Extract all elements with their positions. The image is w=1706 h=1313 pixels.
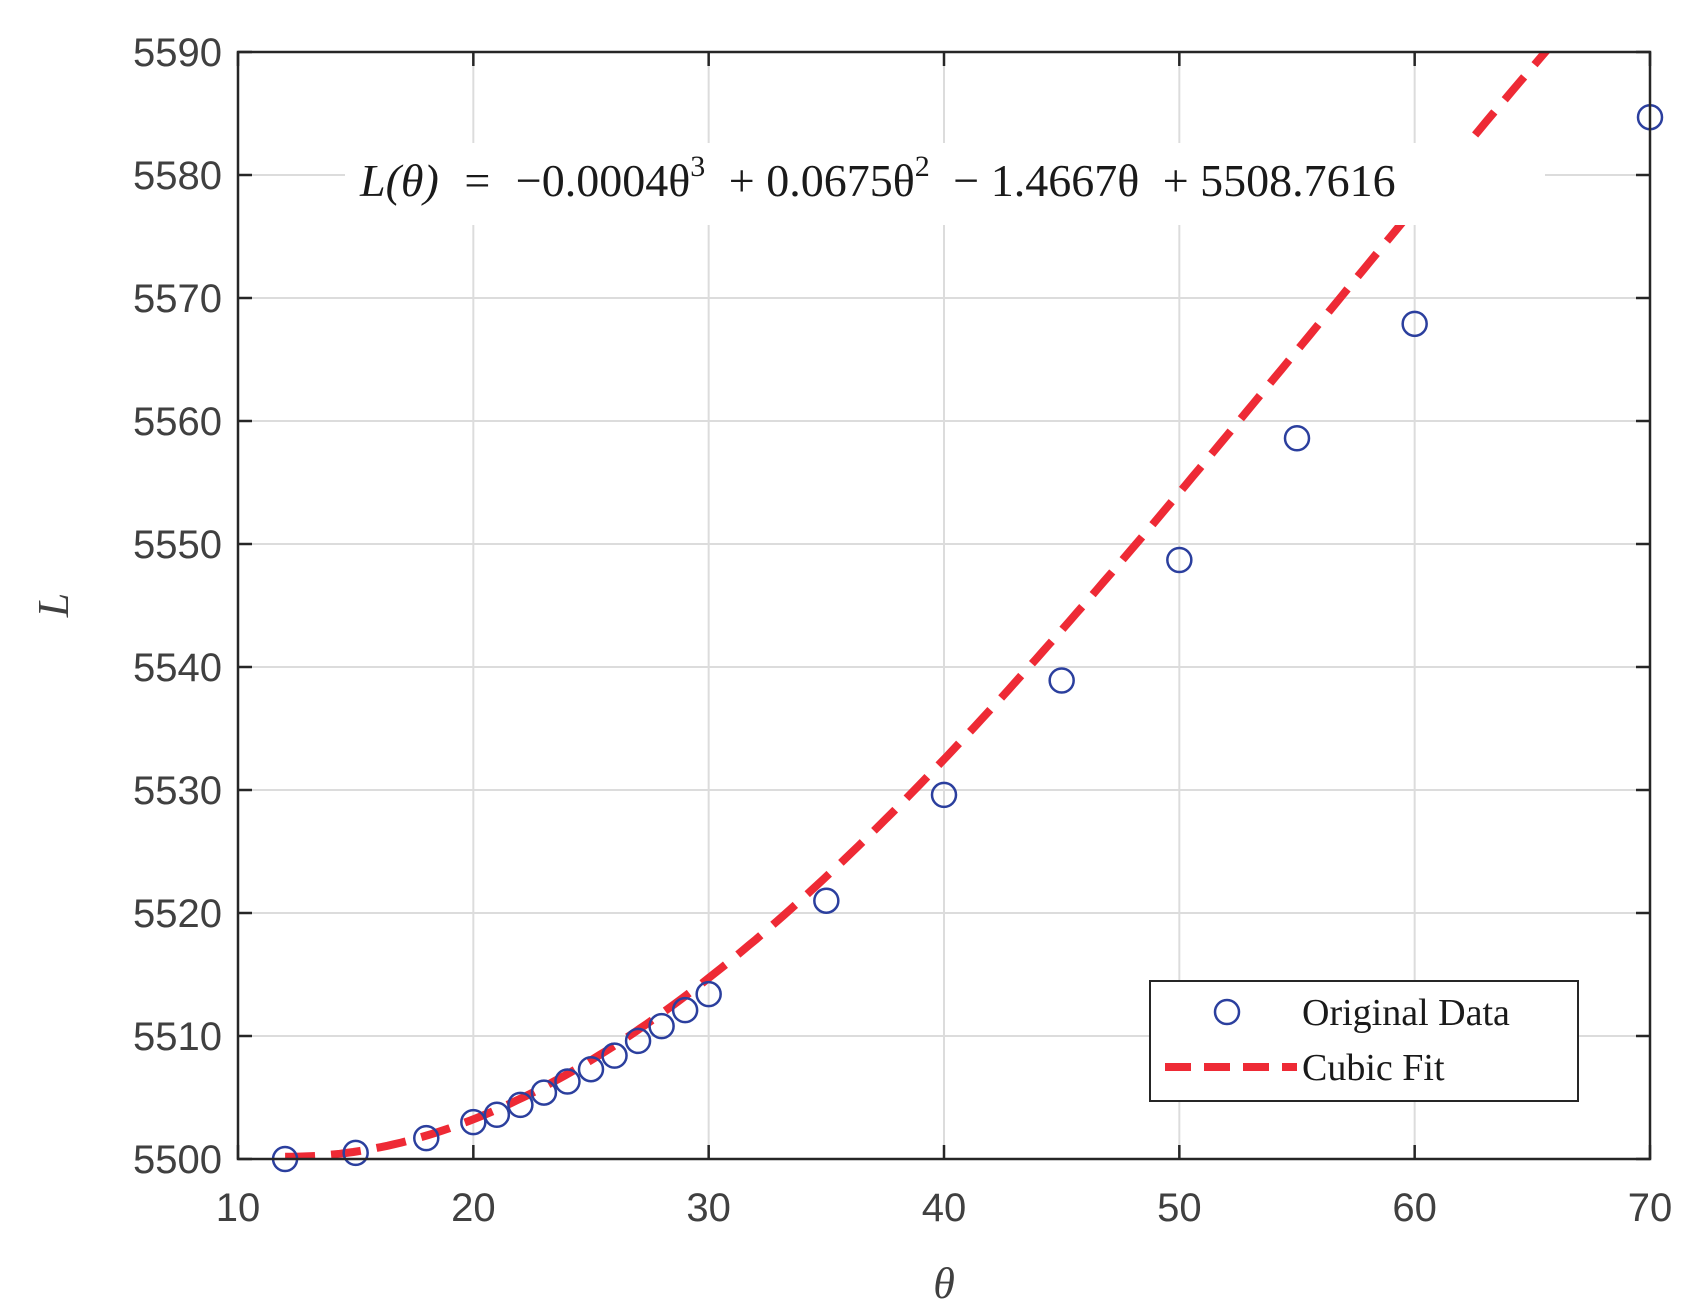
equation-equals: = <box>464 155 490 206</box>
equation-term-1-exponent: 3 <box>690 150 705 183</box>
y-tick-label: 5540 <box>133 646 222 690</box>
equation-term-4: + 5508.7616 <box>1163 155 1396 206</box>
equation-term-3: − 1.4667θ <box>953 155 1139 206</box>
data-point <box>342 1139 369 1167</box>
data-point <box>460 1108 487 1136</box>
y-tick-labels: 5500 5510 5520 5530 5540 5550 5560 5570 5580 5590 <box>133 31 222 1182</box>
x-tick-label: 40 <box>922 1186 967 1230</box>
legend-label-cubic-fit: Cubic Fit <box>1302 1047 1445 1089</box>
data-point <box>530 1079 558 1106</box>
y-tick-label: 5560 <box>133 400 222 444</box>
equation-lhs: L(θ) <box>359 155 439 206</box>
legend-marker-original-data <box>1213 998 1241 1026</box>
y-tick-label: 5510 <box>133 1015 222 1059</box>
y-tick-label: 5530 <box>133 769 222 813</box>
equation-background <box>345 143 1545 225</box>
legend-label-original-data: Original Data <box>1302 992 1510 1034</box>
y-tick-label: 5590 <box>133 31 222 75</box>
data-point <box>813 887 840 914</box>
data-point <box>577 1055 605 1083</box>
x-tick-label: 50 <box>1157 1186 1202 1230</box>
x-tick-label: 10 <box>216 1186 261 1230</box>
x-tick-labels: 10 20 30 40 50 60 70 <box>216 1186 1673 1230</box>
x-tick-label: 30 <box>686 1186 731 1230</box>
data-point <box>1283 424 1311 452</box>
data-point <box>507 1091 534 1119</box>
y-tick-label: 5500 <box>133 1138 222 1182</box>
y-axis-label: L <box>29 593 78 618</box>
x-tick-label: 70 <box>1628 1186 1673 1230</box>
x-axis-label: θ <box>933 1259 955 1308</box>
equation-term-2-exponent: 2 <box>915 150 930 183</box>
x-tick-label: 60 <box>1392 1186 1437 1230</box>
data-point <box>1048 667 1075 694</box>
y-tick-label: 5580 <box>133 154 222 198</box>
data-point <box>695 980 722 1008</box>
data-points <box>271 103 1664 1173</box>
x-tick-label: 20 <box>451 1186 496 1230</box>
y-tick-label: 5570 <box>133 277 222 321</box>
legend: Original Data Cubic Fit <box>1149 980 1579 1102</box>
data-point <box>930 781 958 809</box>
data-point <box>671 996 699 1024</box>
equation-term-1: −0.0004θ <box>516 155 690 206</box>
axis-ticks <box>236 50 1652 1161</box>
data-point <box>554 1068 581 1095</box>
equation-term-2: + 0.0675θ <box>729 155 915 206</box>
data-point <box>1401 310 1428 338</box>
data-point <box>648 1012 675 1040</box>
data-point <box>1166 546 1193 574</box>
data-point <box>483 1101 511 1128</box>
data-point <box>413 1124 440 1152</box>
y-tick-label: 5520 <box>133 892 222 936</box>
fit-equation: L(θ) = −0.0004θ3 + 0.0675θ2 − 1.4667θ + … <box>359 135 1396 206</box>
data-point <box>601 1042 628 1069</box>
data-point <box>624 1027 652 1055</box>
y-tick-label: 5550 <box>133 523 222 567</box>
